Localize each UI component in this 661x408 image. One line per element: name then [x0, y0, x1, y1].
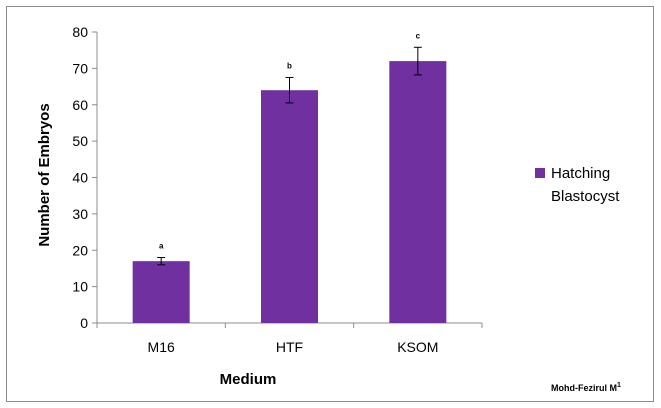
significance-label: c: [416, 31, 421, 40]
y-tick-label: 20: [72, 242, 88, 258]
x-axis-title: Medium: [220, 371, 277, 388]
credit-name: Mohd-Fezirul M: [551, 383, 617, 393]
legend: Hatching Blastocyst: [535, 165, 620, 205]
credit-text: Mohd-Fezirul M1: [551, 382, 621, 393]
y-tick-label: 50: [72, 133, 88, 149]
y-tick-label: 0: [80, 315, 88, 331]
significance-label: a: [159, 242, 164, 251]
bar-m16: [132, 261, 190, 323]
significance-label: b: [287, 61, 292, 70]
x-tick-label: M16: [148, 339, 175, 355]
chart-frame: 0 10 20 30 40 50 60 70 80 M16 HTF KSOM a b c Medium N…: [6, 6, 654, 402]
y-tick-label: 30: [72, 206, 88, 222]
legend-swatch: [535, 168, 545, 178]
y-tick-label: 60: [72, 97, 88, 113]
bars: a b c: [132, 31, 447, 323]
x-tick-label: HTF: [276, 339, 303, 355]
y-tick-label: 40: [72, 170, 88, 186]
credit-superscript: 1: [617, 382, 621, 389]
y-axis-title: Number of Embryos: [36, 103, 53, 246]
y-tick-label: 10: [72, 279, 88, 295]
axes: 0 10 20 30 40 50 60 70 80 M16 HTF KSOM: [72, 24, 483, 355]
y-tick-label: 70: [72, 60, 88, 76]
bar-chart: 0 10 20 30 40 50 60 70 80 M16 HTF KSOM a b c Medium N…: [36, 24, 621, 393]
x-tick-label: KSOM: [397, 339, 438, 355]
bar-htf: [261, 90, 318, 323]
legend-label-line-1: Hatching: [551, 165, 610, 182]
legend-label-line-2: Blastocyst: [551, 188, 620, 205]
bar-ksom: [389, 61, 447, 323]
y-tick-label: 80: [72, 24, 88, 40]
